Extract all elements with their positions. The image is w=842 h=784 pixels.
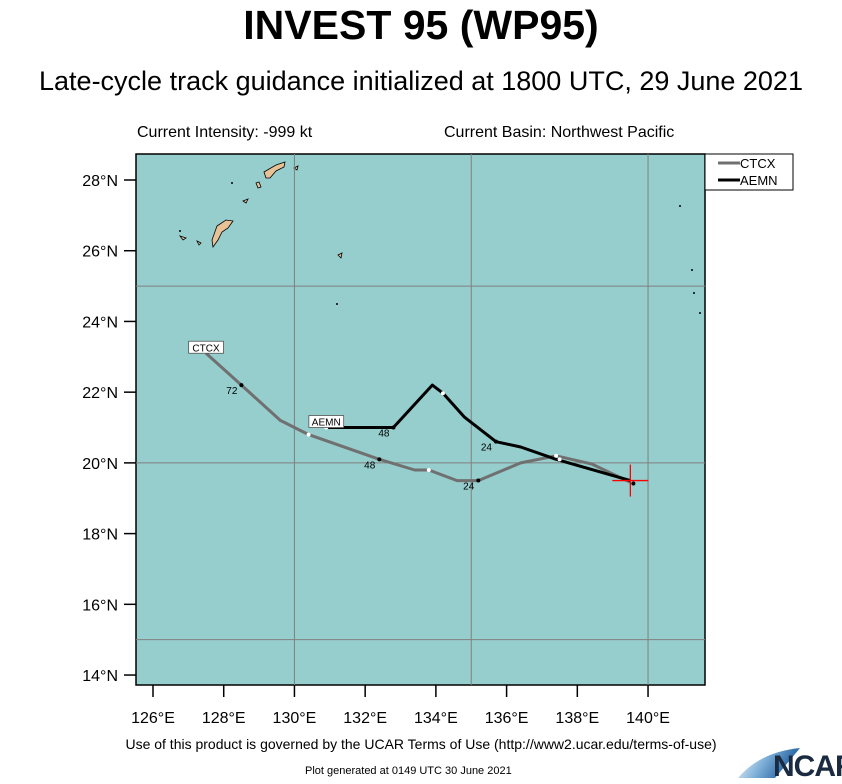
small-island — [691, 269, 693, 271]
track-end-label-box — [188, 340, 224, 354]
generated-time: Plot generated at 0149 UTC 30 June 2021 — [305, 765, 512, 777]
lon-tick-label: 132°E — [343, 710, 387, 727]
small-island — [693, 292, 695, 294]
lat-tick-label: 18°N — [82, 527, 118, 544]
island — [178, 235, 187, 241]
lat-tick-label: 24°N — [82, 314, 118, 331]
track-aemn — [326, 383, 631, 483]
lon-tick-label: 126°E — [131, 710, 175, 727]
island — [211, 219, 234, 249]
lat-tick-label: 28°N — [82, 173, 118, 190]
track-marker-white — [557, 457, 562, 462]
lon-tick-label: 130°E — [273, 710, 317, 727]
hour-marker-label: 24 — [481, 443, 493, 454]
lat-tick-label: 26°N — [82, 244, 118, 261]
lon-tick-label: 134°E — [414, 710, 458, 727]
track-end-label: AEMN — [312, 418, 341, 429]
hour-marker-dot — [493, 439, 498, 444]
track-end-label: CTCX — [192, 343, 220, 354]
hour-marker-dot — [476, 478, 481, 483]
small-island — [336, 303, 338, 305]
small-island — [699, 312, 701, 314]
small-island — [231, 182, 233, 184]
current-intensity: Current Intensity: -999 kt — [137, 124, 313, 141]
terms-of-use: Use of this product is governed by the U… — [125, 736, 717, 752]
legend: CTCX AEMN — [704, 153, 794, 191]
lon-tick-label: 136°E — [485, 710, 529, 727]
track-marker-white — [306, 432, 311, 437]
hour-marker-label: 48 — [364, 460, 376, 471]
legend-label-ctcx: CTCX — [740, 156, 776, 171]
hour-marker-dot — [239, 383, 244, 388]
legend-label-aemn: AEMN — [740, 173, 778, 188]
island — [263, 161, 286, 179]
lat-tick-label: 22°N — [82, 385, 118, 402]
current-position-dot — [631, 481, 636, 486]
track-marker-white — [554, 453, 559, 458]
island — [337, 252, 343, 259]
track-marker-white — [426, 467, 431, 472]
ncar-logo — [738, 748, 800, 778]
gridlines — [136, 154, 705, 685]
lon-tick-label: 140°E — [626, 710, 670, 727]
lat-tick-label: 16°N — [82, 597, 118, 614]
small-island — [179, 230, 181, 232]
hour-marker-label: 24 — [463, 482, 475, 493]
lat-tick-label: 20°N — [82, 456, 118, 473]
forecast-tracks: 24 48 72 CTCX 24 48 AEMN — [188, 340, 649, 497]
hour-marker-label: 48 — [378, 429, 390, 440]
map-ocean — [135, 153, 706, 686]
island — [255, 181, 262, 189]
ncar-logo-text: NCAR — [773, 750, 842, 783]
hour-marker-dot — [391, 425, 396, 430]
page-title: INVEST 95 (WP95) — [243, 2, 599, 48]
hour-marker-dot — [377, 457, 382, 462]
lat-tick-label: 14°N — [82, 668, 118, 685]
island — [196, 240, 202, 246]
page-subtitle: Late-cycle track guidance initialized at… — [39, 66, 803, 96]
axis-ticks: 126°E 128°E 130°E 132°E 134°E 136°E 138°E 140°E… — [82, 173, 670, 727]
track-end-label-box — [308, 415, 345, 428]
island — [242, 198, 249, 204]
track-marker-white — [440, 391, 445, 396]
small-island — [679, 205, 681, 207]
lon-tick-label: 128°E — [202, 710, 246, 727]
current-basin: Current Basin: Northwest Pacific — [444, 124, 675, 141]
land-islands — [178, 161, 701, 314]
hour-marker-label: 72 — [226, 386, 238, 397]
lon-tick-label: 138°E — [555, 710, 599, 727]
island — [293, 165, 299, 171]
